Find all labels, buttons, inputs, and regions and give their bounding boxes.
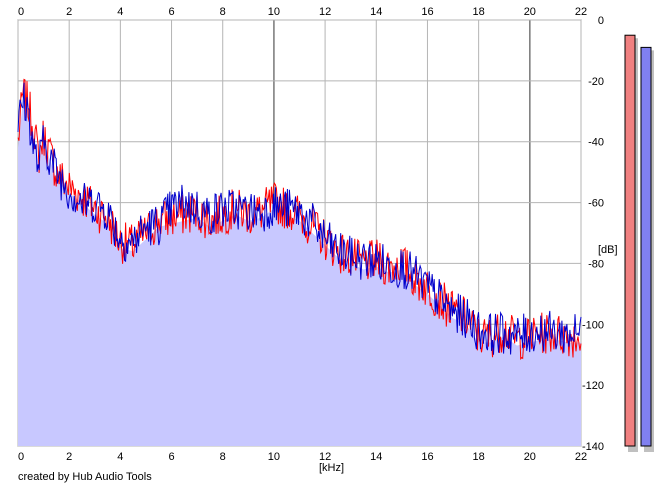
series-line-1 <box>17 78 582 361</box>
series-lines <box>17 78 582 361</box>
x-axis-label: [kHz] <box>319 462 344 474</box>
x-tick-label-top: 22 <box>575 6 587 18</box>
x-tick-label-top: 0 <box>18 6 24 18</box>
spectrum-area <box>18 99 581 446</box>
x-tick-label-top: 14 <box>370 6 382 18</box>
y-tick-label: -120 <box>582 380 604 392</box>
y-tick-label: -20 <box>588 76 604 88</box>
y-tick-label: -40 <box>588 137 604 149</box>
x-tick-label-top: 6 <box>168 6 174 18</box>
y-tick-label: 0 <box>598 15 604 27</box>
y-tick-label: -80 <box>588 258 604 270</box>
x-tick-label-bottom: 12 <box>319 451 331 463</box>
y-tick-label: -140 <box>582 441 604 453</box>
series-line-2 <box>17 82 582 355</box>
x-tick-label-bottom: 18 <box>473 451 485 463</box>
x-tick-label-top: 20 <box>524 6 536 18</box>
level-meter-bar <box>624 34 636 447</box>
area-fill <box>18 99 581 446</box>
x-tick-label-bottom: 0 <box>18 451 24 463</box>
x-tick-label-top: 8 <box>220 6 226 18</box>
y-tick-labels: 0 -20 -40 -60 -80 -100 -120 -140 <box>582 15 604 453</box>
x-tick-label-top: 2 <box>66 6 72 18</box>
x-tick-labels-top: 0 2 4 6 8 10 12 14 16 18 20 22 <box>18 6 587 18</box>
x-tick-label-top: 12 <box>319 6 331 18</box>
x-tick-label-bottom: 22 <box>575 451 587 463</box>
x-tick-label-bottom: 14 <box>370 451 382 463</box>
credit-text: created by Hub Audio Tools <box>18 471 152 483</box>
x-tick-labels-bottom: 0 2 4 6 8 10 12 14 16 18 20 22 <box>18 451 587 463</box>
x-tick-label-bottom: 8 <box>220 451 226 463</box>
level-meter-bar <box>640 46 652 447</box>
x-tick-label-bottom: 10 <box>268 451 280 463</box>
x-tick-label-bottom: 20 <box>524 451 536 463</box>
x-tick-label-top: 16 <box>421 6 433 18</box>
level-meters <box>624 34 654 453</box>
x-tick-label-bottom: 6 <box>168 451 174 463</box>
x-tick-label-bottom: 2 <box>66 451 72 463</box>
x-tick-label-top: 4 <box>117 6 123 18</box>
y-tick-label: -60 <box>588 198 604 210</box>
x-tick-label-top: 10 <box>268 6 280 18</box>
x-tick-label-bottom: 16 <box>421 451 433 463</box>
y-tick-label: -100 <box>582 319 604 331</box>
y-axis-label: [dB] <box>598 244 618 256</box>
x-tick-label-top: 18 <box>473 6 485 18</box>
x-tick-label-bottom: 4 <box>117 451 123 463</box>
